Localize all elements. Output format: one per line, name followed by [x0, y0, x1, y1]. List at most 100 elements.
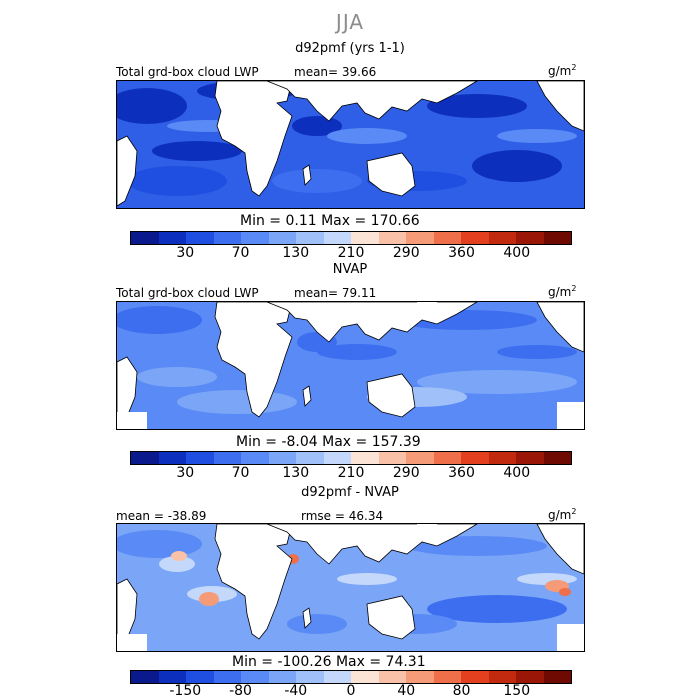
landmass-madagascar: [302, 607, 312, 629]
colorbar-swatch: [543, 671, 571, 683]
colorbar-swatch: [351, 232, 379, 244]
colorbar-swatch: [543, 232, 571, 244]
field-anomaly: [327, 128, 407, 144]
colorbar-swatch: [213, 671, 241, 683]
field-anomaly: [427, 595, 567, 623]
field-anomaly: [127, 166, 227, 196]
colorbar-swatch: [186, 671, 214, 683]
colorbar-tick-label: 290: [392, 465, 420, 481]
panel3-title: d92pmf - NVAP: [301, 485, 399, 500]
colorbar-swatch: [461, 671, 489, 683]
colorbar-swatch: [351, 452, 379, 464]
colorbar-tick-label: 290: [392, 245, 420, 261]
missing-data-patch: [557, 624, 584, 651]
colorbar-swatch: [131, 232, 159, 244]
missing-data-patch: [417, 524, 437, 532]
colorbar-tick-label: 210: [337, 465, 365, 481]
panel1-units: g/m2: [548, 63, 577, 78]
colorbar-swatch: [131, 452, 159, 464]
panel2-colorbar-ticks: 30 70 130 210 290 360 400: [130, 465, 572, 481]
panel2-header-variable: Total grd-box cloud LWP: [116, 286, 259, 300]
landmass-south-america: [117, 135, 138, 207]
colorbar-swatch: [213, 232, 241, 244]
colorbar-swatch: [268, 452, 296, 464]
colorbar-swatch: [378, 232, 406, 244]
field-anomaly: [117, 306, 202, 334]
colorbar-tick-label: 40: [397, 683, 416, 699]
panel2-units: g/m2: [548, 284, 577, 299]
colorbar-swatch: [186, 232, 214, 244]
panel3-min-max: Min = -100.26 Max = 74.31: [232, 654, 426, 670]
panel3-header-rmse: rmse = 46.34: [301, 509, 384, 523]
panel3-map: [116, 523, 585, 652]
panel2-title: NVAP: [332, 262, 368, 277]
colorbar-tick-label: -80: [229, 683, 252, 699]
colorbar-swatch: [268, 232, 296, 244]
colorbar-swatch: [241, 232, 269, 244]
colorbar-swatch: [158, 671, 186, 683]
colorbar-tick-label: 360: [448, 245, 475, 261]
landmass-south-america: [117, 356, 138, 428]
field-anomaly: [472, 150, 562, 182]
colorbar-tick-label: 70: [231, 245, 250, 261]
colorbar-swatch: [323, 232, 351, 244]
landmass-eurasia: [266, 81, 478, 122]
field-anomaly: [199, 592, 219, 606]
field-anomaly: [317, 344, 397, 360]
colorbar-swatch: [433, 452, 461, 464]
colorbar-swatch: [461, 452, 489, 464]
field-anomaly: [171, 551, 187, 561]
field-anomaly: [117, 88, 187, 124]
landmass-eurasia: [266, 524, 478, 565]
colorbar-swatch: [296, 671, 324, 683]
panel2-colorbar: [130, 451, 572, 465]
colorbar-swatch: [186, 452, 214, 464]
missing-data-patch: [117, 634, 147, 651]
landmass-australia: [366, 152, 416, 197]
colorbar-swatch: [516, 232, 544, 244]
colorbar-swatch: [213, 452, 241, 464]
colorbar-swatch: [406, 452, 434, 464]
field-anomaly: [497, 345, 577, 359]
panel2-header-mean: mean= 79.11: [294, 286, 377, 300]
missing-data-patch: [417, 302, 437, 310]
colorbar-swatch: [158, 452, 186, 464]
field-anomaly: [337, 573, 397, 585]
landmass-south-america: [117, 578, 138, 650]
field-anomaly: [272, 169, 362, 193]
panel1-map: [116, 80, 585, 209]
colorbar-tick-label: 210: [337, 245, 365, 261]
colorbar-swatch: [543, 452, 571, 464]
landmass-madagascar: [302, 164, 312, 186]
colorbar-tick-label: 150: [503, 683, 531, 699]
colorbar-tick-label: 360: [448, 465, 475, 481]
panel1-header-mean: mean= 39.66: [294, 65, 377, 79]
colorbar-swatch: [488, 452, 516, 464]
landmass-north-america: [536, 81, 584, 132]
landmass-australia: [366, 373, 416, 418]
colorbar-swatch: [323, 671, 351, 683]
landmass-australia: [366, 595, 416, 640]
colorbar-swatch: [516, 671, 544, 683]
field-anomaly: [559, 588, 571, 596]
colorbar-tick-label: -40: [284, 683, 308, 699]
colorbar-swatch: [323, 452, 351, 464]
colorbar-swatch: [488, 232, 516, 244]
colorbar-swatch: [488, 671, 516, 683]
colorbar-tick-label: 30: [176, 465, 195, 481]
panel2-map: [116, 301, 585, 430]
panel1-min-max: Min = 0.11 Max = 170.66: [240, 213, 420, 229]
panel1-colorbar: [130, 231, 572, 245]
colorbar-tick-label: 0: [346, 683, 356, 699]
colorbar-tick-label: 400: [503, 245, 531, 261]
landmass-north-america: [536, 524, 584, 575]
field-anomaly: [137, 367, 217, 387]
panel3-units: g/m2: [548, 507, 577, 522]
colorbar-tick-label: 70: [231, 465, 250, 481]
colorbar-swatch: [378, 671, 406, 683]
colorbar-tick-label: 400: [503, 465, 531, 481]
field-anomaly: [117, 530, 202, 558]
landmass-north-america: [536, 302, 584, 353]
panel1-header-variable: Total grd-box cloud LWP: [116, 65, 259, 79]
colorbar-swatch: [158, 232, 186, 244]
